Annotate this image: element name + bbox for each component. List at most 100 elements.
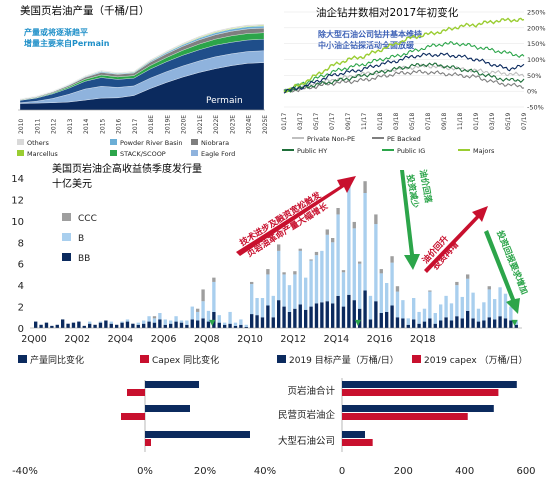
bond-bar-bb	[498, 316, 502, 328]
production-x-tick: 2020E	[181, 115, 188, 134]
rig-line-majors	[283, 17, 525, 94]
legend-swatch-target-output	[277, 355, 286, 363]
bond-chart-title: 美国页岩油企高收益债季度发行量	[52, 162, 202, 175]
bond-markers: ▼ ▼ ▼	[209, 318, 518, 327]
production-x-tick: 2017	[132, 119, 139, 134]
category-labels: 页岩油合计 民营页岩油企 大型石油公司	[278, 385, 336, 447]
bond-bar-bb	[304, 309, 308, 328]
target-x-tick: 400	[455, 466, 474, 477]
rig-x-tick: 11/17	[361, 113, 368, 130]
bond-bar-bb	[395, 317, 400, 328]
bond-bar-bb	[244, 326, 248, 328]
bond-bar-bb	[277, 300, 281, 328]
bond-bar-b	[487, 289, 491, 318]
yoy-x-tick: 40%	[254, 466, 276, 477]
rig-x-tick: 01/19	[473, 113, 480, 130]
bond-bar-ccc	[309, 259, 313, 261]
bond-bar-b	[163, 319, 167, 325]
production-x-tick: 2019E	[164, 115, 171, 134]
rig-line-public-ig	[283, 41, 525, 93]
bond-bar-bb	[212, 311, 216, 328]
bond-bar-bb	[88, 323, 92, 328]
legend-stack-scoop: STACK/SCOOP	[120, 150, 166, 158]
bond-bar-ccc	[201, 289, 205, 302]
bond-bar-ccc	[363, 181, 367, 193]
bond-bar-bb	[455, 316, 459, 328]
bond-bar-b	[228, 311, 232, 324]
production-area-chart: 美国页岩油产量（千桶/日） 产量或将逐渐趋平 增量主要来自Permain Per…	[17, 4, 269, 158]
rig-x-tick: 05/17	[313, 113, 320, 130]
production-areas	[19, 23, 265, 111]
bond-bar-b	[325, 234, 329, 302]
bond-x-tick: 2Q06	[151, 334, 177, 345]
bond-bar-b	[341, 272, 346, 307]
bond-bar-b	[498, 287, 502, 317]
bond-x-tick: 2Q18	[410, 334, 436, 345]
bond-legend: CCC B BB	[62, 213, 97, 264]
rig-y-tick: -50%	[527, 104, 544, 112]
bond-bar-b	[331, 242, 335, 304]
legend-capex-2019: 2019 capex （万桶/日）	[424, 354, 528, 366]
yoy-bar	[145, 381, 199, 388]
bond-bar-bb	[433, 323, 437, 328]
legend-swatch-eagle-ford	[191, 150, 198, 156]
bond-bar-bb	[509, 320, 513, 328]
bond-bar-bb	[142, 323, 146, 328]
bond-bar-b	[266, 274, 270, 306]
legend-swatch-marcellus	[17, 150, 24, 156]
target-2019-bar-chart: 2019 目标产量（万桶/日） 2019 capex （万桶/日） 0 200 40…	[277, 354, 536, 477]
legend-public-hy: Public HY	[297, 147, 327, 155]
bond-bar-bb	[314, 303, 319, 328]
bond-bar-b	[428, 291, 432, 319]
rig-x-tick: 05/19	[505, 113, 512, 130]
area-others	[19, 23, 265, 100]
legend-swatch-output-yoy	[18, 355, 27, 363]
rig-x-tick: 03/18	[393, 113, 400, 130]
bond-bar-bb	[260, 317, 265, 328]
rig-line-unlabeled	[283, 52, 525, 94]
bond-bar-bb	[352, 300, 356, 328]
bond-bar-b	[190, 306, 194, 320]
target-bar	[342, 405, 494, 412]
target-x-ticks: 0 200 400 600	[339, 466, 536, 477]
bond-bar-ccc	[390, 256, 394, 263]
legend-swatch-capex-yoy	[140, 355, 149, 363]
bond-bar-b	[239, 319, 243, 325]
bond-down-marker-icon: ▼	[512, 318, 519, 327]
bond-bar-b	[147, 316, 151, 322]
rig-y-tick: 150%	[527, 40, 546, 48]
bond-bar-bb	[163, 324, 167, 328]
bond-bar-b	[460, 296, 464, 319]
bond-bar-bb	[255, 315, 259, 328]
bond-bar-bb	[55, 324, 59, 328]
bond-bar-b	[412, 298, 416, 320]
bond-bar-b	[503, 293, 508, 319]
bond-bar-bb	[428, 318, 432, 328]
bond-bar-ccc	[466, 274, 470, 279]
bond-x-tick: 2Q08	[194, 334, 220, 345]
bond-bar-b	[352, 228, 356, 301]
bond-bar-ccc	[196, 308, 200, 312]
bond-bar-ccc	[341, 270, 346, 273]
bond-bar-b	[466, 278, 470, 311]
bond-bar-bb	[439, 320, 443, 328]
rig-line-pe-backed	[283, 69, 525, 93]
bond-bar-b	[206, 310, 211, 322]
bond-bar-b	[125, 319, 130, 322]
bond-bar-bb	[120, 322, 124, 328]
bond-bar-b	[271, 295, 275, 318]
production-x-tick: 2016	[116, 119, 123, 134]
yoy-x-tick: 20%	[194, 466, 216, 477]
bond-bar-b	[88, 321, 92, 324]
bond-bar-bb	[34, 321, 38, 328]
rig-count-line-chart: 油企钻井数相对2017年初变化 除大型石油公司钻井基本维持 中小油企钻探活动全面…	[281, 6, 546, 155]
legend-swatch-niobrara	[191, 139, 198, 145]
bond-x-tick: 2Q04	[108, 334, 134, 345]
bond-bar-ccc	[487, 286, 491, 290]
bond-bar-bb	[217, 322, 221, 328]
bond-bar-ccc	[298, 248, 302, 251]
legend-bb: BB	[78, 254, 90, 264]
rig-y-tick: 100%	[527, 56, 546, 64]
bond-bar-bb	[169, 323, 173, 328]
legend-swatch-powder-river	[110, 139, 117, 145]
